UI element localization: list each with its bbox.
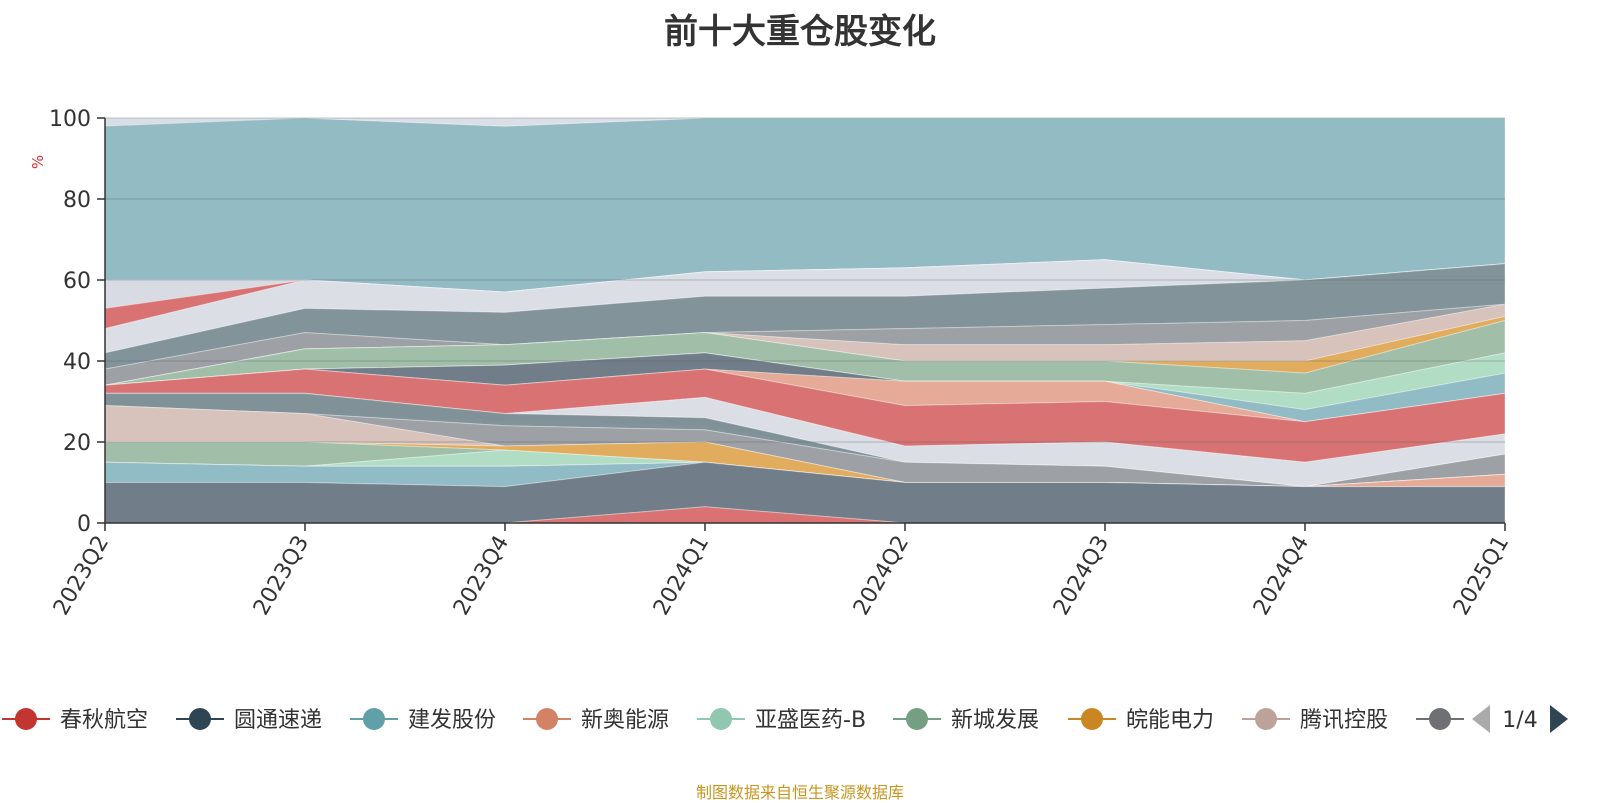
y-tick-label: 0 — [77, 512, 91, 537]
area-band-1 — [104, 117, 1505, 127]
legend-label: 新奥能源 — [581, 708, 669, 733]
x-tick-label: 2023Q4 — [449, 532, 514, 620]
area-band-0 — [104, 117, 1506, 293]
legend-item[interactable]: 圆通速递 — [176, 708, 322, 733]
chart-title: 前十大重仓股变化 — [664, 12, 936, 52]
legend-label: 亚盛医药-B — [755, 708, 866, 733]
legend-label: 建发股份 — [408, 708, 496, 733]
legend-item[interactable]: 亚盛医药-B — [697, 708, 866, 733]
legend: 春秋航空 圆通速递 建发股份 新奥能源 亚盛医药-B 新城发展 皖能电力 腾讯控股 1/4 — [2, 705, 1568, 733]
legend-item[interactable] — [1416, 708, 1464, 730]
legend-item[interactable]: 腾讯控股 — [1242, 708, 1388, 733]
legend-item[interactable]: 皖能电力 — [1068, 708, 1214, 733]
y-tick-label: 20 — [63, 431, 91, 456]
x-tick-label: 2024Q1 — [649, 532, 714, 620]
area-bands — [104, 117, 1506, 524]
legend-marker-icon — [906, 708, 928, 730]
x-tick-label: 2023Q2 — [49, 532, 114, 620]
data-source-note: 制图数据来自恒生聚源数据库 — [695, 783, 904, 802]
x-tick-label: 2024Q2 — [849, 532, 914, 620]
legend-label: 皖能电力 — [1126, 708, 1214, 733]
legend-marker-icon — [536, 708, 558, 730]
x-tick-label: 2025Q1 — [1449, 532, 1514, 620]
x-tick-label: 2024Q3 — [1049, 532, 1114, 620]
legend-marker-icon — [1081, 708, 1103, 730]
y-tick-label: 60 — [63, 269, 91, 294]
legend-label: 春秋航空 — [60, 708, 148, 733]
legend-label: 圆通速递 — [234, 708, 322, 733]
x-tick-label: 2023Q3 — [249, 532, 314, 620]
legend-item[interactable]: 新城发展 — [893, 708, 1039, 733]
legend-prev-page-icon[interactable] — [1472, 705, 1490, 733]
legend-item[interactable]: 春秋航空 — [2, 708, 148, 733]
y-tick-label: 100 — [49, 107, 91, 132]
legend-item[interactable]: 建发股份 — [350, 708, 496, 733]
legend-marker-icon — [15, 708, 37, 730]
legend-marker-icon — [1429, 708, 1451, 730]
legend-item[interactable]: 新奥能源 — [523, 708, 669, 733]
legend-label: 腾讯控股 — [1300, 708, 1388, 733]
y-tick-label: 80 — [63, 188, 91, 213]
y-tick-label: 40 — [63, 350, 91, 375]
legend-marker-icon — [189, 708, 211, 730]
legend-marker-icon — [363, 708, 385, 730]
legend-label: 新城发展 — [951, 708, 1039, 733]
y-axis-unit-label: % — [29, 155, 47, 169]
area-band-19 — [104, 405, 1506, 488]
legend-marker-icon — [1255, 708, 1277, 730]
x-tick-label: 2024Q4 — [1249, 532, 1314, 620]
legend-next-page-icon[interactable] — [1550, 705, 1568, 733]
legend-page-indicator: 1/4 — [1502, 708, 1537, 733]
legend-marker-icon — [710, 708, 732, 730]
